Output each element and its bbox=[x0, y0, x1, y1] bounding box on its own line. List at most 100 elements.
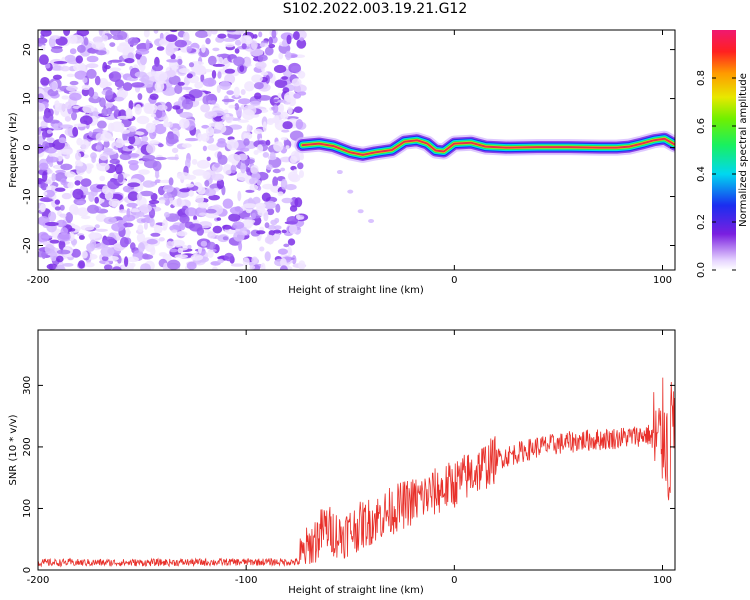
noise-blob bbox=[79, 115, 93, 126]
x-tick-label: -200 bbox=[27, 575, 50, 586]
trace-band bbox=[301, 137, 675, 156]
y-tick-label: 200 bbox=[22, 437, 33, 456]
noise-blob bbox=[178, 118, 190, 129]
noise-blob bbox=[159, 39, 169, 46]
noise-blobs bbox=[38, 30, 309, 270]
noise-blob bbox=[174, 84, 183, 95]
noise-blob bbox=[249, 48, 264, 57]
noise-blob bbox=[251, 212, 256, 220]
noise-blob bbox=[127, 160, 139, 165]
noise-blob bbox=[234, 103, 239, 111]
noise-blob bbox=[186, 73, 193, 79]
noise-blob bbox=[62, 263, 74, 267]
noise-blob bbox=[196, 227, 204, 236]
noise-blob bbox=[260, 262, 266, 270]
noise-blob bbox=[206, 156, 211, 161]
noise-blob bbox=[241, 43, 247, 50]
noise-blob bbox=[43, 191, 48, 196]
noise-blob bbox=[40, 44, 46, 52]
noise-blob bbox=[197, 186, 206, 195]
noise-blob bbox=[149, 93, 159, 100]
noise-blob bbox=[265, 46, 274, 56]
noise-blob bbox=[88, 87, 95, 98]
noise-blob bbox=[277, 191, 284, 197]
noise-blob bbox=[61, 192, 72, 200]
noise-blob bbox=[246, 36, 253, 45]
noise-blob bbox=[38, 102, 46, 112]
noise-blob bbox=[204, 180, 210, 187]
colorbar-tick-label: 0.0 bbox=[696, 262, 707, 278]
noise-blob bbox=[166, 241, 174, 249]
noise-blob bbox=[50, 47, 63, 54]
noise-blob bbox=[297, 216, 304, 220]
noise-blob bbox=[233, 231, 245, 242]
noise-blob bbox=[114, 96, 124, 102]
noise-blob bbox=[139, 204, 153, 213]
noise-blob bbox=[293, 31, 300, 41]
noise-blob bbox=[80, 178, 92, 187]
noise-blob bbox=[146, 238, 158, 245]
noise-blob bbox=[184, 207, 198, 217]
noise-blob bbox=[152, 160, 162, 172]
noise-blob bbox=[293, 84, 307, 93]
noise-blob bbox=[207, 231, 216, 239]
noise-blob bbox=[171, 239, 185, 247]
noise-blob bbox=[176, 231, 188, 237]
noise-blob bbox=[164, 211, 170, 218]
noise-blob bbox=[179, 188, 191, 193]
noise-blob bbox=[287, 246, 292, 257]
noise-blob bbox=[94, 196, 99, 204]
noise-blob bbox=[136, 115, 150, 125]
x-tick-label: 100 bbox=[653, 275, 672, 286]
noise-blob bbox=[278, 52, 284, 60]
noise-blob bbox=[138, 160, 144, 164]
snr-y-ticks: 0 100 200 300 bbox=[22, 376, 675, 573]
noise-blob bbox=[254, 92, 262, 100]
noise-blob bbox=[95, 228, 108, 232]
noise-blob bbox=[200, 240, 208, 247]
colorbar-ticks: 0.0 0.2 0.4 0.6 0.8 bbox=[696, 70, 736, 278]
noise-blob bbox=[50, 65, 64, 71]
noise-blob bbox=[272, 104, 279, 113]
noise-blob bbox=[109, 42, 116, 47]
noise-blob bbox=[84, 163, 94, 170]
noise-blob bbox=[126, 202, 138, 208]
noise-blob bbox=[256, 230, 266, 235]
noise-blob bbox=[118, 209, 127, 214]
noise-blob bbox=[116, 115, 131, 120]
noise-blob bbox=[128, 125, 137, 132]
snr-frame bbox=[37, 329, 676, 571]
noise-blob bbox=[222, 236, 229, 241]
noise-blob bbox=[139, 190, 154, 197]
noise-blob bbox=[181, 98, 194, 110]
noise-blob bbox=[165, 45, 175, 57]
noise-blob bbox=[193, 65, 206, 75]
noise-blob bbox=[277, 99, 288, 103]
noise-blob bbox=[81, 87, 90, 97]
noise-blob bbox=[58, 137, 67, 144]
noise-blob bbox=[188, 190, 194, 197]
noise-blob bbox=[78, 260, 85, 269]
noise-blob bbox=[244, 81, 255, 92]
noise-blob bbox=[195, 195, 204, 204]
noise-blob bbox=[253, 128, 263, 134]
noise-blob bbox=[217, 154, 228, 165]
noise-blob bbox=[219, 81, 231, 90]
noise-blob bbox=[201, 124, 210, 129]
noise-blob bbox=[176, 197, 182, 207]
noise-blob bbox=[261, 192, 271, 202]
noise-blob bbox=[104, 65, 111, 70]
noise-blob bbox=[56, 255, 64, 263]
noise-blob bbox=[99, 175, 106, 182]
noise-blob bbox=[266, 164, 273, 171]
y-tick-label: 0 bbox=[22, 567, 33, 573]
noise-blob bbox=[266, 118, 275, 125]
noise-blob bbox=[141, 80, 155, 88]
noise-blob bbox=[207, 55, 217, 66]
noise-blob bbox=[283, 243, 290, 248]
noise-blob bbox=[108, 198, 121, 207]
noise-blob bbox=[177, 81, 185, 86]
noise-blob bbox=[271, 30, 277, 39]
noise-blob bbox=[94, 243, 106, 249]
noise-blob bbox=[154, 179, 162, 184]
